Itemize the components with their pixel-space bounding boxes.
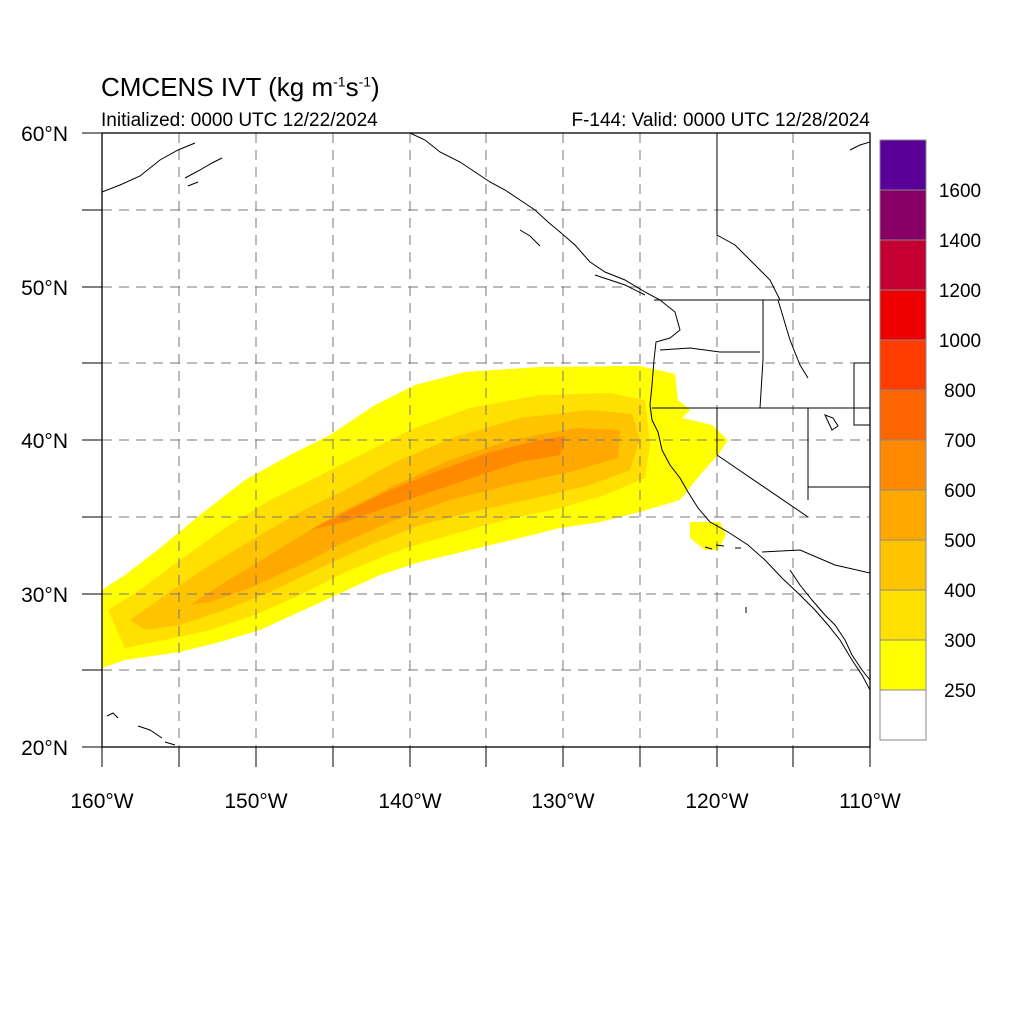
colorbar-label: 700: [944, 431, 976, 452]
lon-tick-label: 120°W: [685, 790, 748, 813]
colorbar-swatch: [879, 439, 927, 491]
graticule: [102, 133, 870, 747]
lat-tick-label: 20°N: [21, 737, 68, 760]
colorbar-swatch: [879, 489, 927, 541]
lon-tick-label: 110°W: [839, 790, 901, 813]
colorbar-swatch: [879, 239, 927, 291]
colorbar-swatch: [879, 539, 927, 591]
lon-tick-label: 140°W: [378, 790, 441, 813]
chart-title: CMCENS IVT (kg m-1s-1): [101, 72, 380, 102]
colorbar-label: 300: [944, 631, 976, 652]
lat-tick-label: 40°N: [21, 430, 68, 453]
colorbar-label: 250: [944, 681, 976, 702]
colorbar-swatch: [879, 639, 927, 691]
colorbar-swatch: [879, 189, 927, 241]
colorbar-swatch: [879, 139, 927, 191]
lat-tick-label: 50°N: [21, 277, 68, 300]
init-time-label: Initialized: 0000 UTC 12/22/2024: [101, 110, 378, 131]
colorbar-label: 600: [944, 481, 976, 502]
ivt-500-shade: [190, 428, 620, 605]
colorbar-label: 1200: [939, 281, 981, 302]
lon-tick-label: 130°W: [531, 790, 594, 813]
ivt-600-shade: [310, 436, 565, 530]
state-borders: [652, 133, 870, 574]
lon-tick-label: 150°W: [224, 790, 287, 813]
lat-tick-label: 60°N: [21, 123, 68, 146]
colorbar-label: 500: [944, 531, 976, 552]
coastlines: [102, 133, 870, 746]
colorbar-label: 1000: [939, 331, 981, 352]
axis-ticks: [82, 132, 871, 767]
lon-labels: 160°W 150°W 140°W 130°W 120°W 110°W: [70, 790, 901, 813]
colorbar-swatch: [879, 389, 927, 441]
lat-labels: 20°N 30°N 40°N 50°N 60°N: [21, 123, 68, 760]
colorbar-swatch: [879, 589, 927, 641]
colorbar-label: 800: [944, 381, 976, 402]
valid-time-label: F-144: Valid: 0000 UTC 12/28/2024: [571, 110, 870, 131]
lat-tick-label: 30°N: [21, 584, 68, 607]
colorbar-label: 400: [944, 581, 976, 602]
colorbar-label: 1400: [939, 231, 981, 252]
colorbar-label: 1600: [939, 181, 981, 202]
colorbar-swatch: [879, 689, 927, 741]
lon-tick-label: 160°W: [70, 790, 133, 813]
colorbar-swatch: [879, 339, 927, 391]
colorbar: 250 300 400 500 600 700 800 1000 1200 1400 1600: [879, 139, 981, 741]
colorbar-swatch: [879, 289, 927, 341]
